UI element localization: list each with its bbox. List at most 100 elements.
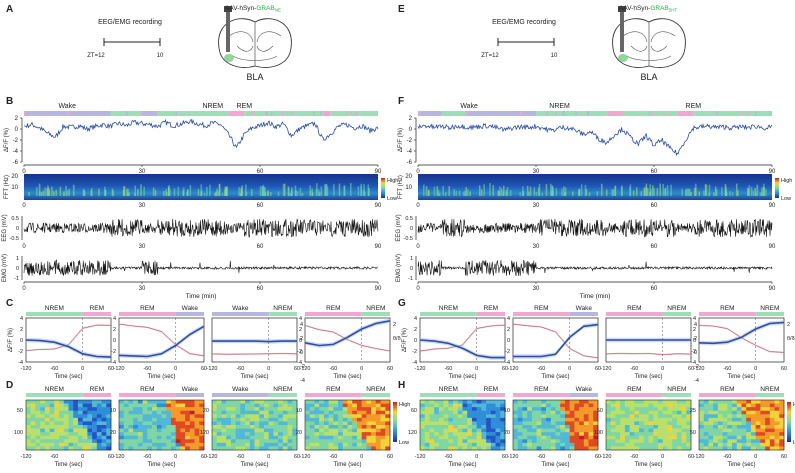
- left-heatmap-cell: [142, 432, 148, 437]
- right-heatmap-cell: [620, 432, 626, 437]
- right-heatmap-cell: [429, 417, 435, 422]
- left-heatmap-cell: [82, 442, 88, 447]
- right-spectrogram-power: [502, 185, 505, 196]
- left-heatmap-cell: [254, 432, 260, 437]
- right-heatmap-cell: [746, 428, 752, 433]
- right-hypnogram-blip: [651, 111, 653, 116]
- right-heatmap-cell: [453, 403, 459, 408]
- left-heatmap-cell: [347, 439, 353, 444]
- left-heatmap-cell: [292, 417, 298, 422]
- right-heatmap-cell: [769, 400, 775, 404]
- left-heatmap-cell: [240, 435, 246, 440]
- left-heatmap-cell: [92, 425, 98, 429]
- left-heatmap-cell: [282, 407, 288, 412]
- left-heatmap-cell: [82, 414, 88, 419]
- right-heatmap-cell: [420, 421, 426, 426]
- left-spectrogram-power: [55, 189, 58, 196]
- left-heatmap-post-bar: [82, 393, 111, 397]
- right-transition-frame: [698, 317, 785, 363]
- right-heatmap-cell: [560, 410, 566, 415]
- left-heatmap-cell: [385, 439, 391, 444]
- left-heatmap-cell: [199, 414, 205, 419]
- right-heatmap-cell: [741, 446, 747, 451]
- left-heatmap-pre-label: NREM: [45, 386, 64, 393]
- right-heatmap-cell: [732, 414, 738, 419]
- left-heatmap-cell: [263, 407, 269, 412]
- left-heatmap-cell: [166, 414, 172, 419]
- right-heatmap-cell: [434, 435, 440, 440]
- left-heatmap-cell: [194, 446, 200, 451]
- right-heatmap-cell: [448, 435, 454, 440]
- right-heatmap-cell: [490, 400, 496, 404]
- left-heatmap-cell: [54, 425, 60, 429]
- left-heatmap-cell: [361, 428, 367, 433]
- right-heatmap-cell: [765, 446, 771, 451]
- right-heatmap-cell: [676, 428, 682, 433]
- left-fft-colorbar-high: High: [387, 178, 398, 184]
- left-heatmap-cell: [366, 435, 372, 440]
- right-transition-xtick-label: 0: [661, 366, 664, 372]
- left-fft-xtick-label: 90: [375, 203, 382, 209]
- left-heatmap-cell: [152, 446, 158, 451]
- left-heatmap-cell: [268, 407, 274, 412]
- right-sensor-name: GRAB: [650, 5, 668, 12]
- left-heatmap-cell: [63, 425, 69, 429]
- right-heatmap-cell: [522, 421, 528, 426]
- right-heatmap-cell: [717, 417, 723, 422]
- left-heatmap-cell: [273, 425, 279, 429]
- right-heatmap-cell: [513, 400, 519, 404]
- left-heatmap-cell: [287, 432, 293, 437]
- left-heatmap-cell: [292, 400, 298, 404]
- right-heatmap-cell: [453, 421, 459, 426]
- right-heatmap-cell: [536, 425, 542, 429]
- right-heatmap-xtick-label: -60: [723, 454, 731, 460]
- left-heatmap-cell: [287, 446, 293, 451]
- right-spectrogram-power: [519, 192, 522, 196]
- right-transition-ytick-label: 2: [414, 327, 417, 333]
- right-heatmap-cell: [708, 400, 714, 404]
- left-heatmap-cell: [254, 446, 260, 451]
- left-heatmap-cell: [137, 432, 143, 437]
- right-heatmap-cell: [713, 417, 719, 422]
- right-spectrogram-power: [755, 192, 757, 196]
- right-hypnogram-segment: [606, 111, 623, 116]
- right-transition-right-tick: -2: [694, 364, 699, 370]
- right-spectrogram-power: [522, 191, 525, 196]
- left-heatmap-cell: [156, 417, 162, 422]
- right-heatmap-cell: [527, 446, 533, 451]
- left-heatmap-cell: [170, 442, 176, 447]
- left-heatmap-cell: [87, 403, 93, 408]
- right-heatmap-cell: [471, 425, 477, 429]
- right-heatmap-cell: [536, 417, 542, 422]
- right-heatmap-cell: [555, 403, 561, 408]
- right-spectrogram-power: [713, 192, 715, 196]
- left-heatmap-post-bar: [268, 393, 297, 397]
- right-heatmap-cell: [686, 446, 692, 451]
- left-heatmap-cell: [338, 421, 344, 426]
- left-heatmap-cell: [245, 435, 251, 440]
- right-heatmap-cell: [699, 435, 705, 440]
- right-heatmap-post-label: NREM: [667, 386, 686, 393]
- right-heatmap-cell: [583, 428, 589, 433]
- left-heatmap-cell: [180, 417, 186, 422]
- left-heatmap-cell: [49, 432, 55, 437]
- left-heatmap-cell: [96, 400, 102, 404]
- right-heatmap-cell: [476, 442, 482, 447]
- left-heatmap-cell: [230, 425, 236, 429]
- left-fiber-ferrule: [224, 6, 232, 12]
- left-heatmap-cell: [82, 446, 88, 451]
- right-heatmap-cell: [424, 407, 430, 412]
- right-spectrogram-power: [685, 189, 687, 196]
- left-heatmap-cell: [221, 435, 227, 440]
- left-heatmap-cell: [166, 442, 172, 447]
- left-heatmap-cell: [263, 403, 269, 408]
- right-heatmap-cell: [727, 410, 733, 415]
- right-heatmap-cell: [610, 435, 616, 440]
- left-heatmap-cell: [40, 428, 46, 433]
- right-heatmap-cell: [486, 432, 492, 437]
- right-heatmap-cell: [495, 403, 501, 408]
- left-heatmap-cell: [87, 410, 93, 415]
- left-heatmap-cell: [156, 428, 162, 433]
- right-heatmap-cell: [643, 403, 649, 408]
